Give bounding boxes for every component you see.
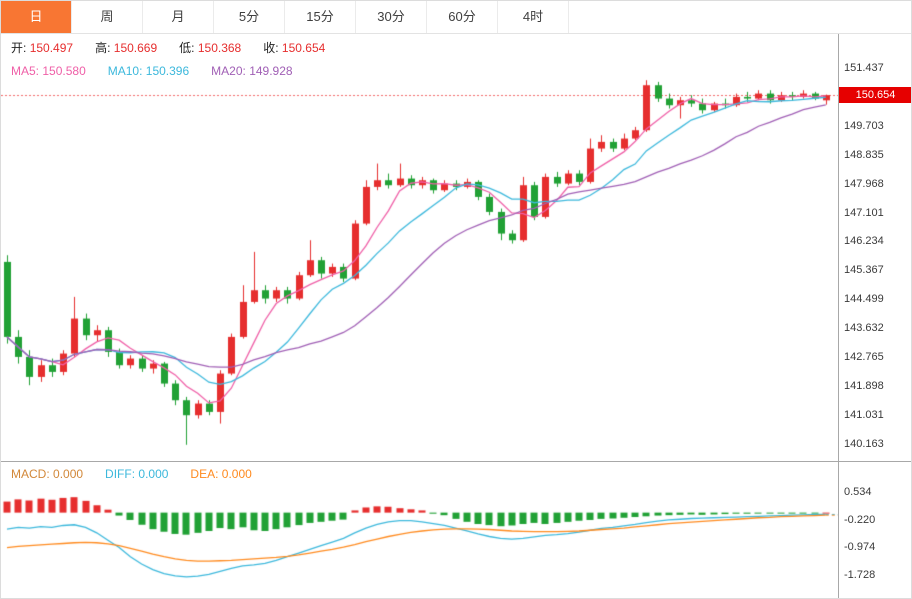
ohlc-close: 收: 150.654: [263, 39, 325, 56]
macd-chart-canvas[interactable]: [1, 462, 838, 598]
macd-panel-separator: [1, 461, 911, 462]
open-label: 开:: [11, 41, 27, 55]
ohlc-row: 开: 150.497 高: 150.669 低: 150.368 收: 150.…: [11, 39, 325, 56]
ohlc-low: 低: 150.368: [179, 39, 241, 56]
timeframe-tab-4hour[interactable]: 4时: [498, 1, 569, 33]
price-axis-label: 148.835: [844, 148, 884, 161]
diff-value: 0.000: [138, 467, 169, 481]
timeframe-tab-day[interactable]: 日: [1, 1, 72, 33]
macd-axis-label: -1.728: [844, 569, 876, 582]
macd-row: MACD: 0.000 DIFF: 0.000 DEA: 0.000: [11, 467, 252, 481]
timeframe-tab-15min[interactable]: 15分: [285, 1, 356, 33]
timeframe-tab-30min[interactable]: 30分: [356, 1, 427, 33]
ma20-value: 149.928: [249, 64, 293, 78]
macd-label: MACD:: [11, 467, 50, 481]
price-axis-label: 151.437: [844, 62, 884, 74]
macd-axis-label: -0.974: [844, 541, 876, 554]
dea-label: DEA:: [190, 467, 219, 481]
ma5-value: 150.580: [42, 64, 86, 78]
ma5-label: MA5:: [11, 64, 40, 78]
macd-axis-label: -0.220: [844, 513, 876, 526]
price-axis-label: 143.632: [844, 322, 884, 335]
current-price-badge: 150.654: [839, 87, 911, 104]
price-axis-label: 142.765: [844, 351, 884, 364]
ma10-readout: MA10: 150.396: [108, 64, 189, 78]
macd-value: 0.000: [53, 467, 84, 481]
close-label: 收:: [263, 41, 279, 55]
macd-axis-label: 0.534: [844, 486, 872, 498]
ma-row: MA5: 150.580 MA10: 150.396 MA20: 149.928: [11, 64, 293, 78]
macd-readout: MACD: 0.000: [11, 467, 83, 481]
ma20-label: MA20:: [211, 64, 246, 78]
ma10-value: 150.396: [145, 64, 190, 78]
open-value: 150.497: [29, 41, 74, 55]
low-label: 低:: [179, 41, 195, 55]
price-axis-label: 140.163: [844, 437, 884, 450]
price-axis-label: 147.968: [844, 177, 884, 190]
timeframe-tabbar: 日周月 5分 15分 30分 60分 4时: [1, 1, 911, 34]
dea-readout: DEA: 0.000: [190, 467, 251, 481]
close-value: 150.654: [281, 41, 326, 55]
price-axis-label: 144.499: [844, 293, 884, 306]
ma5-readout: MA5: 150.580: [11, 64, 86, 78]
timeframe-tab-week[interactable]: 周: [72, 1, 143, 33]
price-axis-label: 145.367: [844, 264, 884, 277]
high-label: 高:: [95, 41, 111, 55]
price-axis-separator: [838, 34, 839, 598]
ohlc-open: 开: 150.497: [11, 39, 73, 56]
price-axis-label: 146.234: [844, 235, 884, 248]
diff-label: DIFF:: [105, 467, 136, 481]
candlestick-chart-canvas[interactable]: [1, 34, 838, 461]
ma10-label: MA10:: [107, 64, 143, 78]
price-axis-label: 141.031: [844, 408, 884, 421]
timeframe-tab-60min[interactable]: 60分: [427, 1, 498, 33]
timeframe-tab-5min[interactable]: 5分: [214, 1, 285, 33]
ma20-readout: MA20: 149.928: [211, 64, 292, 78]
ohlc-high: 高: 150.669: [95, 39, 157, 56]
diff-readout: DIFF: 0.000: [105, 467, 168, 481]
high-value: 150.669: [113, 41, 158, 55]
price-axis-label: 141.898: [844, 379, 884, 392]
timeframe-tab-month[interactable]: 月: [143, 1, 214, 33]
price-axis-label: 149.703: [844, 119, 884, 132]
low-value: 150.368: [197, 41, 242, 55]
dea-value: 0.000: [221, 467, 252, 481]
price-axis-label: 147.101: [844, 206, 884, 219]
